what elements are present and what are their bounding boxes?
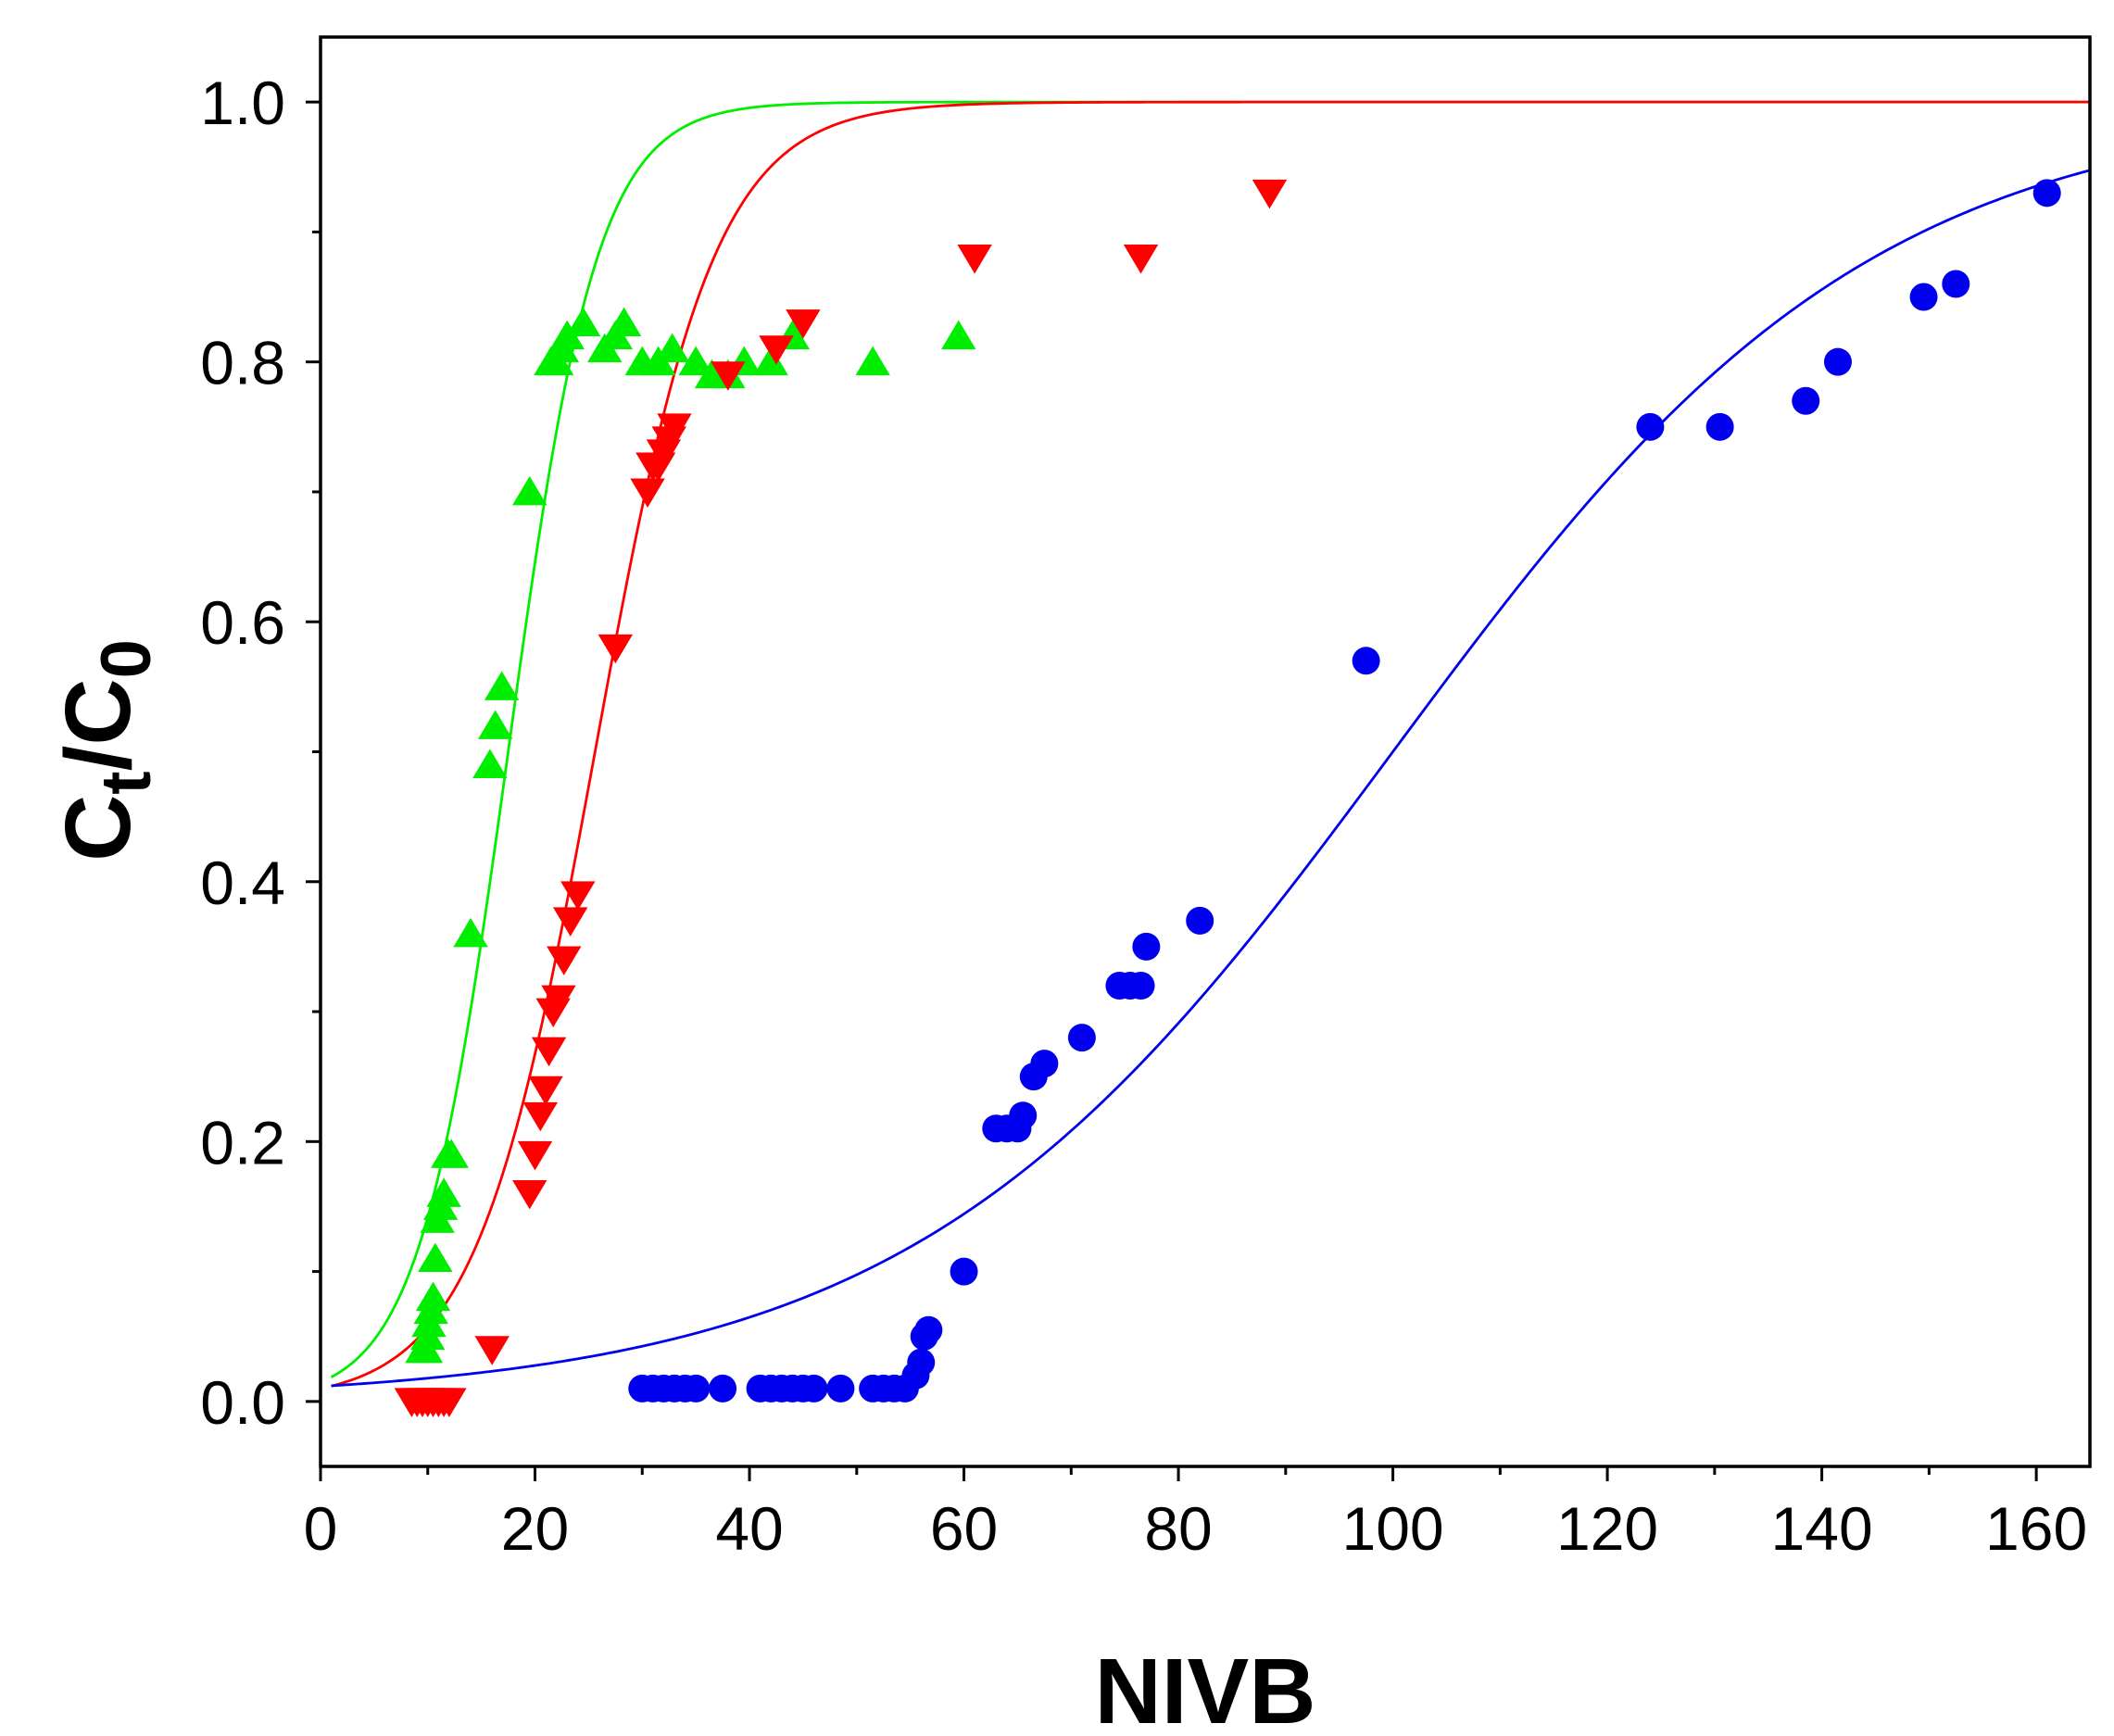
blue-point <box>1067 1024 1096 1052</box>
green-point <box>477 710 513 739</box>
green-point <box>434 1138 469 1168</box>
x-tick-label: 100 <box>1342 1494 1444 1563</box>
red-point <box>786 309 821 339</box>
x-tick-label: 80 <box>1144 1494 1212 1563</box>
red-point <box>657 413 692 443</box>
green-point <box>565 307 601 337</box>
blue-point <box>914 1315 943 1344</box>
x-axis-title: NIVB <box>1095 1640 1316 1736</box>
green-point <box>426 1177 461 1207</box>
red-point <box>512 1179 547 1210</box>
red-point <box>1123 245 1159 274</box>
x-tick-label: 160 <box>1985 1494 2087 1563</box>
blue-point <box>907 1348 936 1377</box>
red-point <box>522 1101 559 1132</box>
red-point <box>547 946 582 975</box>
red-point <box>528 1076 563 1106</box>
red-point <box>630 478 665 508</box>
red-fit-line <box>331 100 2090 1388</box>
x-tick-label: 0 <box>304 1494 338 1563</box>
blue-point <box>1942 270 1970 298</box>
blue-point <box>682 1374 711 1403</box>
y-tick-label: 0.6 <box>200 588 285 657</box>
y-tick-label: 0.2 <box>200 1108 285 1176</box>
fit-curves <box>330 100 2091 1388</box>
y-axis-title: Ct/C0 <box>46 639 166 862</box>
y-tick-label: 0.0 <box>200 1368 285 1437</box>
blue-point <box>1132 932 1161 961</box>
x-tick-label: 140 <box>1771 1494 1873 1563</box>
green-point <box>855 346 890 376</box>
x-axis-ticks: 0 20 40 60 80 100 120 140 160 <box>304 1466 2087 1563</box>
green-point <box>678 346 713 376</box>
green-point <box>941 320 976 350</box>
green-point <box>654 333 690 363</box>
red-point <box>474 1336 510 1365</box>
red-point <box>598 634 634 664</box>
red-point <box>560 881 596 911</box>
y-axis-title-main: C <box>46 795 150 862</box>
blue-point <box>2032 179 2061 208</box>
y-axis-title-slash: /C <box>46 678 150 771</box>
y-tick-label: 1.0 <box>200 69 285 137</box>
y-axis-title-sub1: t <box>87 771 166 794</box>
y-axis-title-sub2: 0 <box>87 639 166 678</box>
green-point <box>606 307 642 337</box>
red-point <box>957 245 992 274</box>
blue-fit-line <box>331 169 2091 1388</box>
x-tick-label: 120 <box>1556 1494 1658 1563</box>
green-point <box>415 1281 451 1312</box>
red-point <box>553 907 588 937</box>
blue-point <box>1009 1101 1038 1130</box>
blue-point <box>709 1374 737 1403</box>
red-point <box>517 1140 553 1171</box>
x-tick-label: 60 <box>930 1494 998 1563</box>
green-point <box>512 475 547 506</box>
blue-point <box>1792 386 1820 415</box>
y-axis-ticks: 0.0 0.2 0.4 0.6 0.8 1.0 <box>200 69 321 1437</box>
blue-point <box>1126 971 1155 1000</box>
y-tick-label: 0.4 <box>200 849 285 917</box>
red-point <box>531 1037 567 1067</box>
red-point <box>432 1388 467 1417</box>
red-point <box>759 335 794 365</box>
blue-point <box>1909 283 1938 311</box>
red-point <box>541 985 576 1015</box>
blue-point <box>799 1374 828 1403</box>
blue-point <box>1636 412 1665 441</box>
green-point <box>484 671 520 700</box>
x-tick-label: 40 <box>715 1494 783 1563</box>
blue-point <box>1186 906 1214 935</box>
blue-point <box>1705 412 1734 441</box>
green-point <box>472 748 508 778</box>
green-point <box>453 917 488 948</box>
blue-point <box>826 1374 855 1403</box>
data-markers <box>394 179 2061 1417</box>
green-point <box>753 346 788 376</box>
green-point <box>418 1242 453 1273</box>
blue-point <box>950 1257 978 1286</box>
blue-point <box>1823 347 1852 376</box>
blue-point <box>1030 1050 1059 1078</box>
red-point <box>711 361 746 391</box>
red-point <box>1252 179 1288 209</box>
x-tick-label: 20 <box>501 1494 569 1563</box>
y-tick-label: 0.8 <box>200 329 285 397</box>
blue-point <box>1352 647 1380 675</box>
